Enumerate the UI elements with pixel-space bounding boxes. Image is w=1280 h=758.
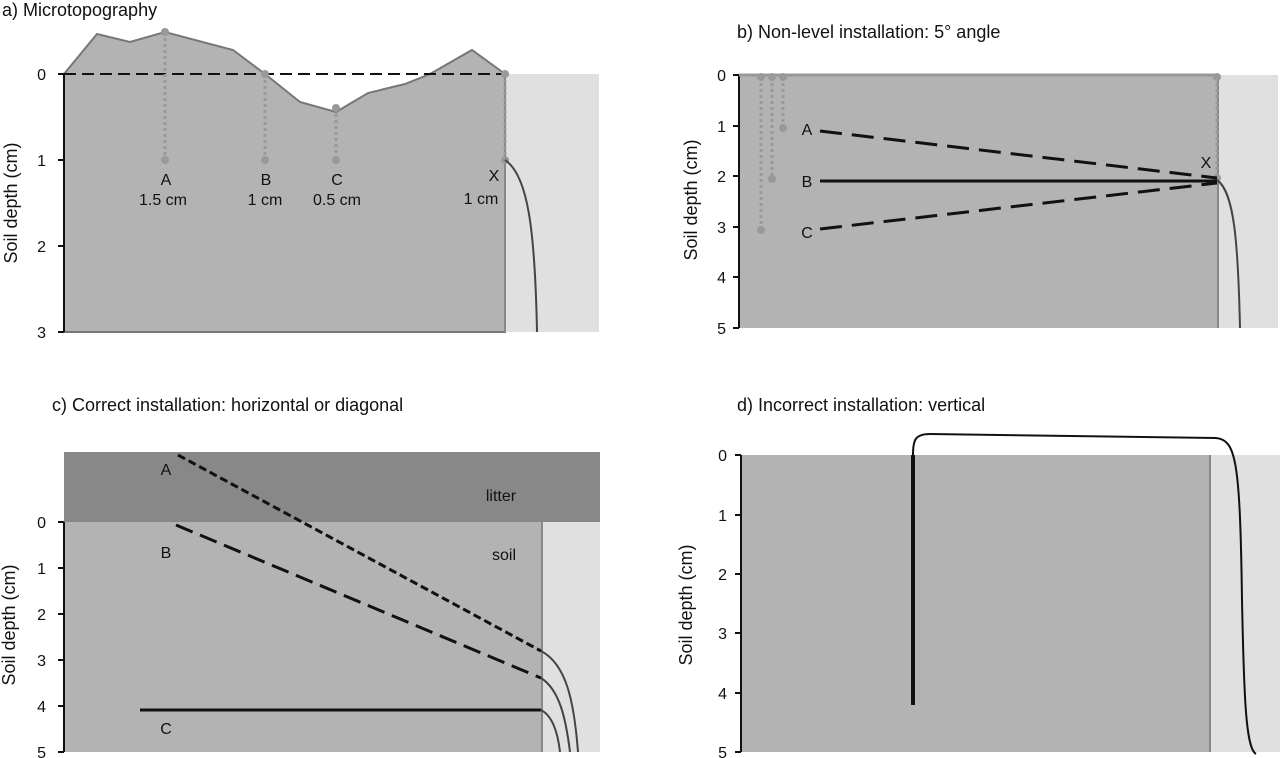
panel-b-tick-label: 3: [717, 220, 726, 237]
panel-c-litter-layer: [64, 452, 600, 522]
panel-b-depth-markers: [759, 77, 1219, 230]
panel-d-tick-label: 3: [718, 626, 727, 643]
panel-b-sensor-c-line: [819, 181, 1218, 231]
panel-c-ticks: [58, 521, 64, 753]
panel-a-ticks: [58, 73, 64, 333]
panel-a-tick-label: 1: [37, 153, 46, 170]
panel-d-tick-label: 1: [718, 508, 727, 525]
panel-c-label-litter: litter: [486, 488, 517, 505]
panel-c-title: c) Correct installation: horizontal or d…: [52, 395, 403, 415]
panel-a-tick-label: 3: [37, 325, 46, 342]
panel-c-label-a: A: [161, 462, 172, 479]
panel-d-tick-label: 4: [718, 686, 727, 703]
panel-b-sensor-a-line: [819, 129, 1218, 180]
panel-c-tick-label: 4: [37, 699, 46, 716]
panel-a-marker-dots: [161, 28, 509, 164]
panel-c-ylabel: Soil depth (cm): [0, 564, 19, 685]
panel-d-ylabel: Soil depth (cm): [676, 544, 696, 665]
panel-c-sensor-b-line: [175, 523, 542, 680]
panel-d: d) Incorrect installation: vertical Soil…: [676, 395, 1280, 758]
panel-c-tick-label: 0: [37, 515, 46, 532]
panel-b-tick-label: 2: [717, 169, 726, 186]
panel-d-title: d) Incorrect installation: vertical: [737, 395, 985, 415]
panel-a-depth-markers: [163, 32, 507, 160]
panel-a-tick-label: 0: [37, 67, 46, 84]
panel-d-ticks: [735, 454, 741, 753]
panel-d-sensor-cable: [912, 432, 1257, 755]
panel-b-ticks: [733, 74, 739, 329]
panel-a-label-b: B: [261, 172, 272, 189]
panel-c-label-b: B: [161, 545, 172, 562]
panel-c-sensor-a-line: [177, 453, 542, 653]
panel-d-soil: [741, 455, 1210, 752]
panel-d-tick-label: 0: [718, 448, 727, 465]
panel-a-background-strip: [505, 74, 599, 332]
panel-d-tick-label: 2: [718, 567, 727, 584]
panel-a-label-c: C: [331, 172, 343, 189]
panel-c-sensor-cables: [540, 650, 579, 753]
panel-a-value-x: 1 cm: [464, 191, 499, 208]
panel-b-tick-label: 1: [717, 119, 726, 136]
panel-a-title: a) Microtopography: [2, 0, 157, 20]
panel-a-ylabel: Soil depth (cm): [1, 142, 21, 263]
panel-b-tick-label: 0: [717, 68, 726, 85]
panel-a-label-a: A: [161, 172, 172, 189]
panel-b-background-strip: [1218, 75, 1278, 328]
panel-c-tick-label: 1: [37, 561, 46, 578]
panel-a: a) Microtopography Soil depth (cm) 0 1 2…: [1, 0, 599, 342]
panel-a-sensor-cable: [504, 159, 538, 333]
panel-b-tick-label: 4: [717, 270, 726, 287]
panel-a-value-b: 1 cm: [248, 192, 283, 209]
panel-b-sensor-cable: [1216, 179, 1241, 329]
panel-b-soil: [739, 75, 1218, 328]
panel-b-ylabel: Soil depth (cm): [681, 139, 701, 260]
panel-a-tick-label: 2: [37, 239, 46, 256]
panel-a-label-x: X: [489, 168, 500, 185]
panel-c-tick-label: 3: [37, 653, 46, 670]
panel-c-tick-label: 2: [37, 607, 46, 624]
panel-b: b) Non-level installation: 5° angle Soil…: [681, 22, 1278, 338]
panel-a-value-a: 1.5 cm: [139, 192, 187, 209]
panel-b-label-c: C: [801, 225, 813, 242]
panel-d-tick-label: 5: [718, 745, 727, 758]
panel-c-soil: [64, 522, 542, 752]
panel-b-label-x: X: [1201, 155, 1212, 172]
panel-c-background-strip: [542, 522, 600, 752]
panel-b-label-b: B: [802, 174, 813, 191]
panel-b-tick-label: 5: [717, 321, 726, 338]
panel-c-label-soil: soil: [492, 547, 516, 564]
panel-c: c) Correct installation: horizontal or d…: [0, 395, 600, 758]
panel-b-title: b) Non-level installation: 5° angle: [737, 22, 1000, 42]
panel-a-soil-surface: [63, 30, 506, 333]
panel-c-label-c: C: [160, 721, 172, 738]
panel-c-tick-label: 5: [37, 745, 46, 758]
panel-a-value-c: 0.5 cm: [313, 192, 361, 209]
panel-b-label-a: A: [802, 122, 813, 139]
